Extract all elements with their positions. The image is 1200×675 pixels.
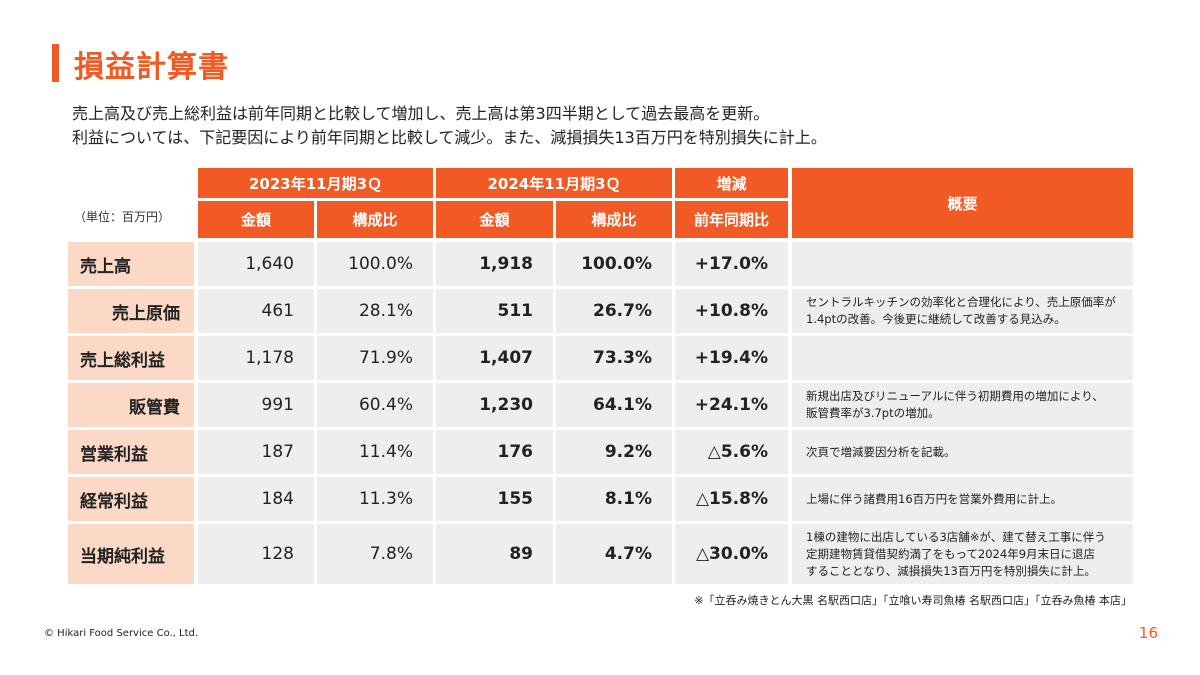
cell-sales-ratio-2024: 100.0% xyxy=(556,242,672,286)
header-ratio-2023: 構成比 xyxy=(317,201,433,238)
header-amount-2023: 金額 xyxy=(198,201,314,238)
unit-label: （単位：百万円） xyxy=(74,210,171,224)
note-cost-of-sales: セントラルキッチンの効率化と合理化により、売上原価率が 1.4ptの改善。今後更… xyxy=(792,289,1133,333)
cell-net-ratio-2023: 7.8% xyxy=(317,524,433,584)
cell-operating-amount-2023: 187 xyxy=(198,430,314,474)
cell-sales-amount-2024: 1,918 xyxy=(436,242,553,286)
cell-sga-yoy: +24.1% xyxy=(675,383,788,427)
cell-operating-amount-2024: 176 xyxy=(436,430,553,474)
row-label-sales: 売上高 xyxy=(68,242,194,286)
cell-ordinary-ratio-2023: 11.3% xyxy=(317,477,433,521)
cell-sga-ratio-2023: 60.4% xyxy=(317,383,433,427)
cell-cost-ratio-2023: 28.1% xyxy=(317,289,433,333)
cell-sales-ratio-2023: 100.0% xyxy=(317,242,433,286)
cell-cost-ratio-2024: 26.7% xyxy=(556,289,672,333)
row-label-operating-profit: 営業利益 xyxy=(68,430,194,474)
note-sales xyxy=(792,242,1133,286)
cell-operating-ratio-2024: 9.2% xyxy=(556,430,672,474)
header-change: 増減 xyxy=(675,168,788,198)
cell-ordinary-yoy: △15.8% xyxy=(675,477,788,521)
copyright: © Hikari Food Service Co., Ltd. xyxy=(44,628,199,639)
page-number: 16 xyxy=(1138,624,1158,642)
cell-gross-amount-2023: 1,178 xyxy=(198,336,314,380)
cell-sga-ratio-2024: 64.1% xyxy=(556,383,672,427)
header-period-2024: 2024年11月期3Ｑ xyxy=(436,168,672,198)
cell-gross-ratio-2023: 71.9% xyxy=(317,336,433,380)
header-amount-2024: 金額 xyxy=(436,201,553,238)
cell-cost-amount-2023: 461 xyxy=(198,289,314,333)
cell-operating-ratio-2023: 11.4% xyxy=(317,430,433,474)
summary-text: 売上高及び売上総利益は前年同期と比較して増加し、売上高は第3四半期として過去最高… xyxy=(72,102,827,150)
cell-sales-amount-2023: 1,640 xyxy=(198,242,314,286)
note-sga: 新規出店及びリニューアルに伴う初期費用の増加により、 販管費率が3.7ptの増加… xyxy=(792,383,1133,427)
cell-net-amount-2023: 128 xyxy=(198,524,314,584)
header-period-2023: 2023年11月期3Ｑ xyxy=(198,168,433,198)
note-ordinary-profit: 上場に伴う諸費用16百万円を営業外費用に計上。 xyxy=(792,477,1133,521)
footnote: ※「立呑み焼きとん大黒 名駅西口店」「立喰い寿司魚椿 名駅西口店」「立呑み魚椿 … xyxy=(694,594,1132,607)
cell-sales-yoy: +17.0% xyxy=(675,242,788,286)
note-gross-profit xyxy=(792,336,1133,380)
summary-line-2: 利益については、下記要因により前年同期と比較して減少。また、減損損失13百万円を… xyxy=(72,128,827,147)
cell-net-ratio-2024: 4.7% xyxy=(556,524,672,584)
cell-operating-yoy: △5.6% xyxy=(675,430,788,474)
header-ratio-2024: 構成比 xyxy=(556,201,672,238)
cell-sga-amount-2023: 991 xyxy=(198,383,314,427)
cell-ordinary-ratio-2024: 8.1% xyxy=(556,477,672,521)
row-label-cost-of-sales: 売上原価 xyxy=(68,289,194,333)
cell-cost-yoy: +10.8% xyxy=(675,289,788,333)
cell-net-yoy: △30.0% xyxy=(675,524,788,584)
header-yoy: 前年同期比 xyxy=(675,201,788,238)
row-label-ordinary-profit: 経常利益 xyxy=(68,477,194,521)
row-label-gross-profit: 売上総利益 xyxy=(68,336,194,380)
cell-net-amount-2024: 89 xyxy=(436,524,553,584)
cell-ordinary-amount-2024: 155 xyxy=(436,477,553,521)
cell-sga-amount-2024: 1,230 xyxy=(436,383,553,427)
note-operating-profit: 次頁で増減要因分析を記載。 xyxy=(792,430,1133,474)
cell-gross-ratio-2024: 73.3% xyxy=(556,336,672,380)
cell-cost-amount-2024: 511 xyxy=(436,289,553,333)
header-overview: 概要 xyxy=(792,168,1133,238)
cell-ordinary-amount-2023: 184 xyxy=(198,477,314,521)
cell-gross-amount-2024: 1,407 xyxy=(436,336,553,380)
cell-gross-yoy: +19.4% xyxy=(675,336,788,380)
summary-line-1: 売上高及び売上総利益は前年同期と比較して増加し、売上高は第3四半期として過去最高… xyxy=(72,104,770,123)
row-label-sga: 販管費 xyxy=(68,383,194,427)
title-accent-bar xyxy=(52,44,59,82)
page-title: 損益計算書 xyxy=(74,50,229,85)
row-label-net-income: 当期純利益 xyxy=(68,524,194,584)
note-net-income: 1棟の建物に出店している3店舗※が、建て替え工事に伴う 定期建物賃貸借契約満了を… xyxy=(792,524,1133,584)
